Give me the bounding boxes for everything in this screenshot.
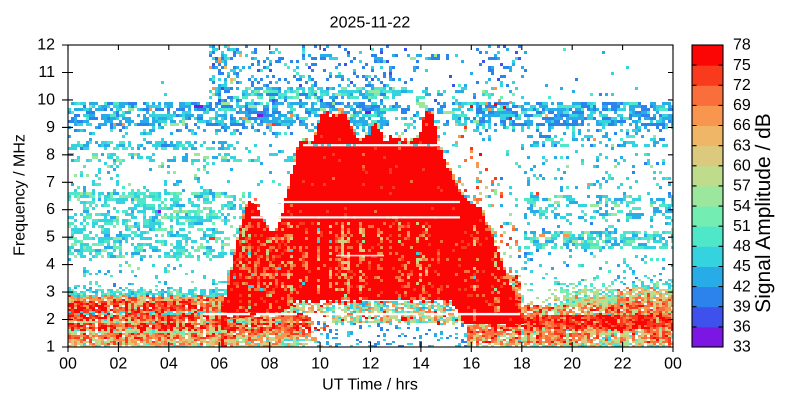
svg-text:Signal Amplitude / dB: Signal Amplitude / dB (752, 113, 775, 313)
svg-text:08: 08 (261, 356, 279, 373)
svg-text:63: 63 (733, 137, 751, 154)
svg-text:00: 00 (664, 356, 682, 373)
svg-text:11: 11 (38, 64, 55, 81)
svg-text:3: 3 (46, 284, 55, 301)
svg-text:6: 6 (46, 201, 55, 218)
svg-text:18: 18 (513, 356, 531, 373)
svg-text:57: 57 (733, 178, 751, 195)
svg-text:8: 8 (46, 146, 55, 163)
svg-text:UT Time / hrs: UT Time / hrs (322, 377, 418, 394)
svg-text:12: 12 (362, 356, 380, 373)
svg-text:02: 02 (110, 356, 128, 373)
svg-text:45: 45 (733, 258, 751, 275)
svg-text:60: 60 (733, 158, 751, 175)
svg-text:12: 12 (37, 37, 55, 54)
svg-text:2025-11-22: 2025-11-22 (330, 15, 411, 32)
svg-text:33: 33 (733, 339, 751, 356)
svg-text:36: 36 (733, 319, 751, 336)
svg-text:54: 54 (733, 198, 751, 215)
svg-text:1: 1 (46, 339, 55, 356)
svg-text:69: 69 (733, 97, 751, 114)
svg-text:2: 2 (46, 311, 55, 328)
svg-text:7: 7 (46, 174, 55, 191)
svg-text:75: 75 (733, 57, 751, 74)
svg-text:72: 72 (733, 77, 751, 94)
svg-text:10: 10 (311, 356, 329, 373)
svg-text:20: 20 (563, 356, 581, 373)
svg-text:48: 48 (733, 238, 751, 255)
svg-text:5: 5 (46, 229, 55, 246)
svg-text:04: 04 (160, 356, 178, 373)
svg-text:66: 66 (733, 117, 751, 134)
svg-text:42: 42 (733, 278, 751, 295)
svg-text:9: 9 (46, 119, 55, 136)
svg-text:4: 4 (46, 256, 55, 273)
svg-text:51: 51 (733, 218, 751, 235)
svg-text:22: 22 (614, 356, 632, 373)
svg-text:78: 78 (733, 37, 751, 54)
svg-text:00: 00 (59, 356, 77, 373)
svg-text:10: 10 (37, 91, 55, 108)
svg-text:Frequency / MHz: Frequency / MHz (12, 134, 29, 256)
svg-text:14: 14 (412, 356, 430, 373)
svg-text:06: 06 (210, 356, 228, 373)
svg-text:39: 39 (733, 298, 751, 315)
svg-text:16: 16 (462, 356, 480, 373)
